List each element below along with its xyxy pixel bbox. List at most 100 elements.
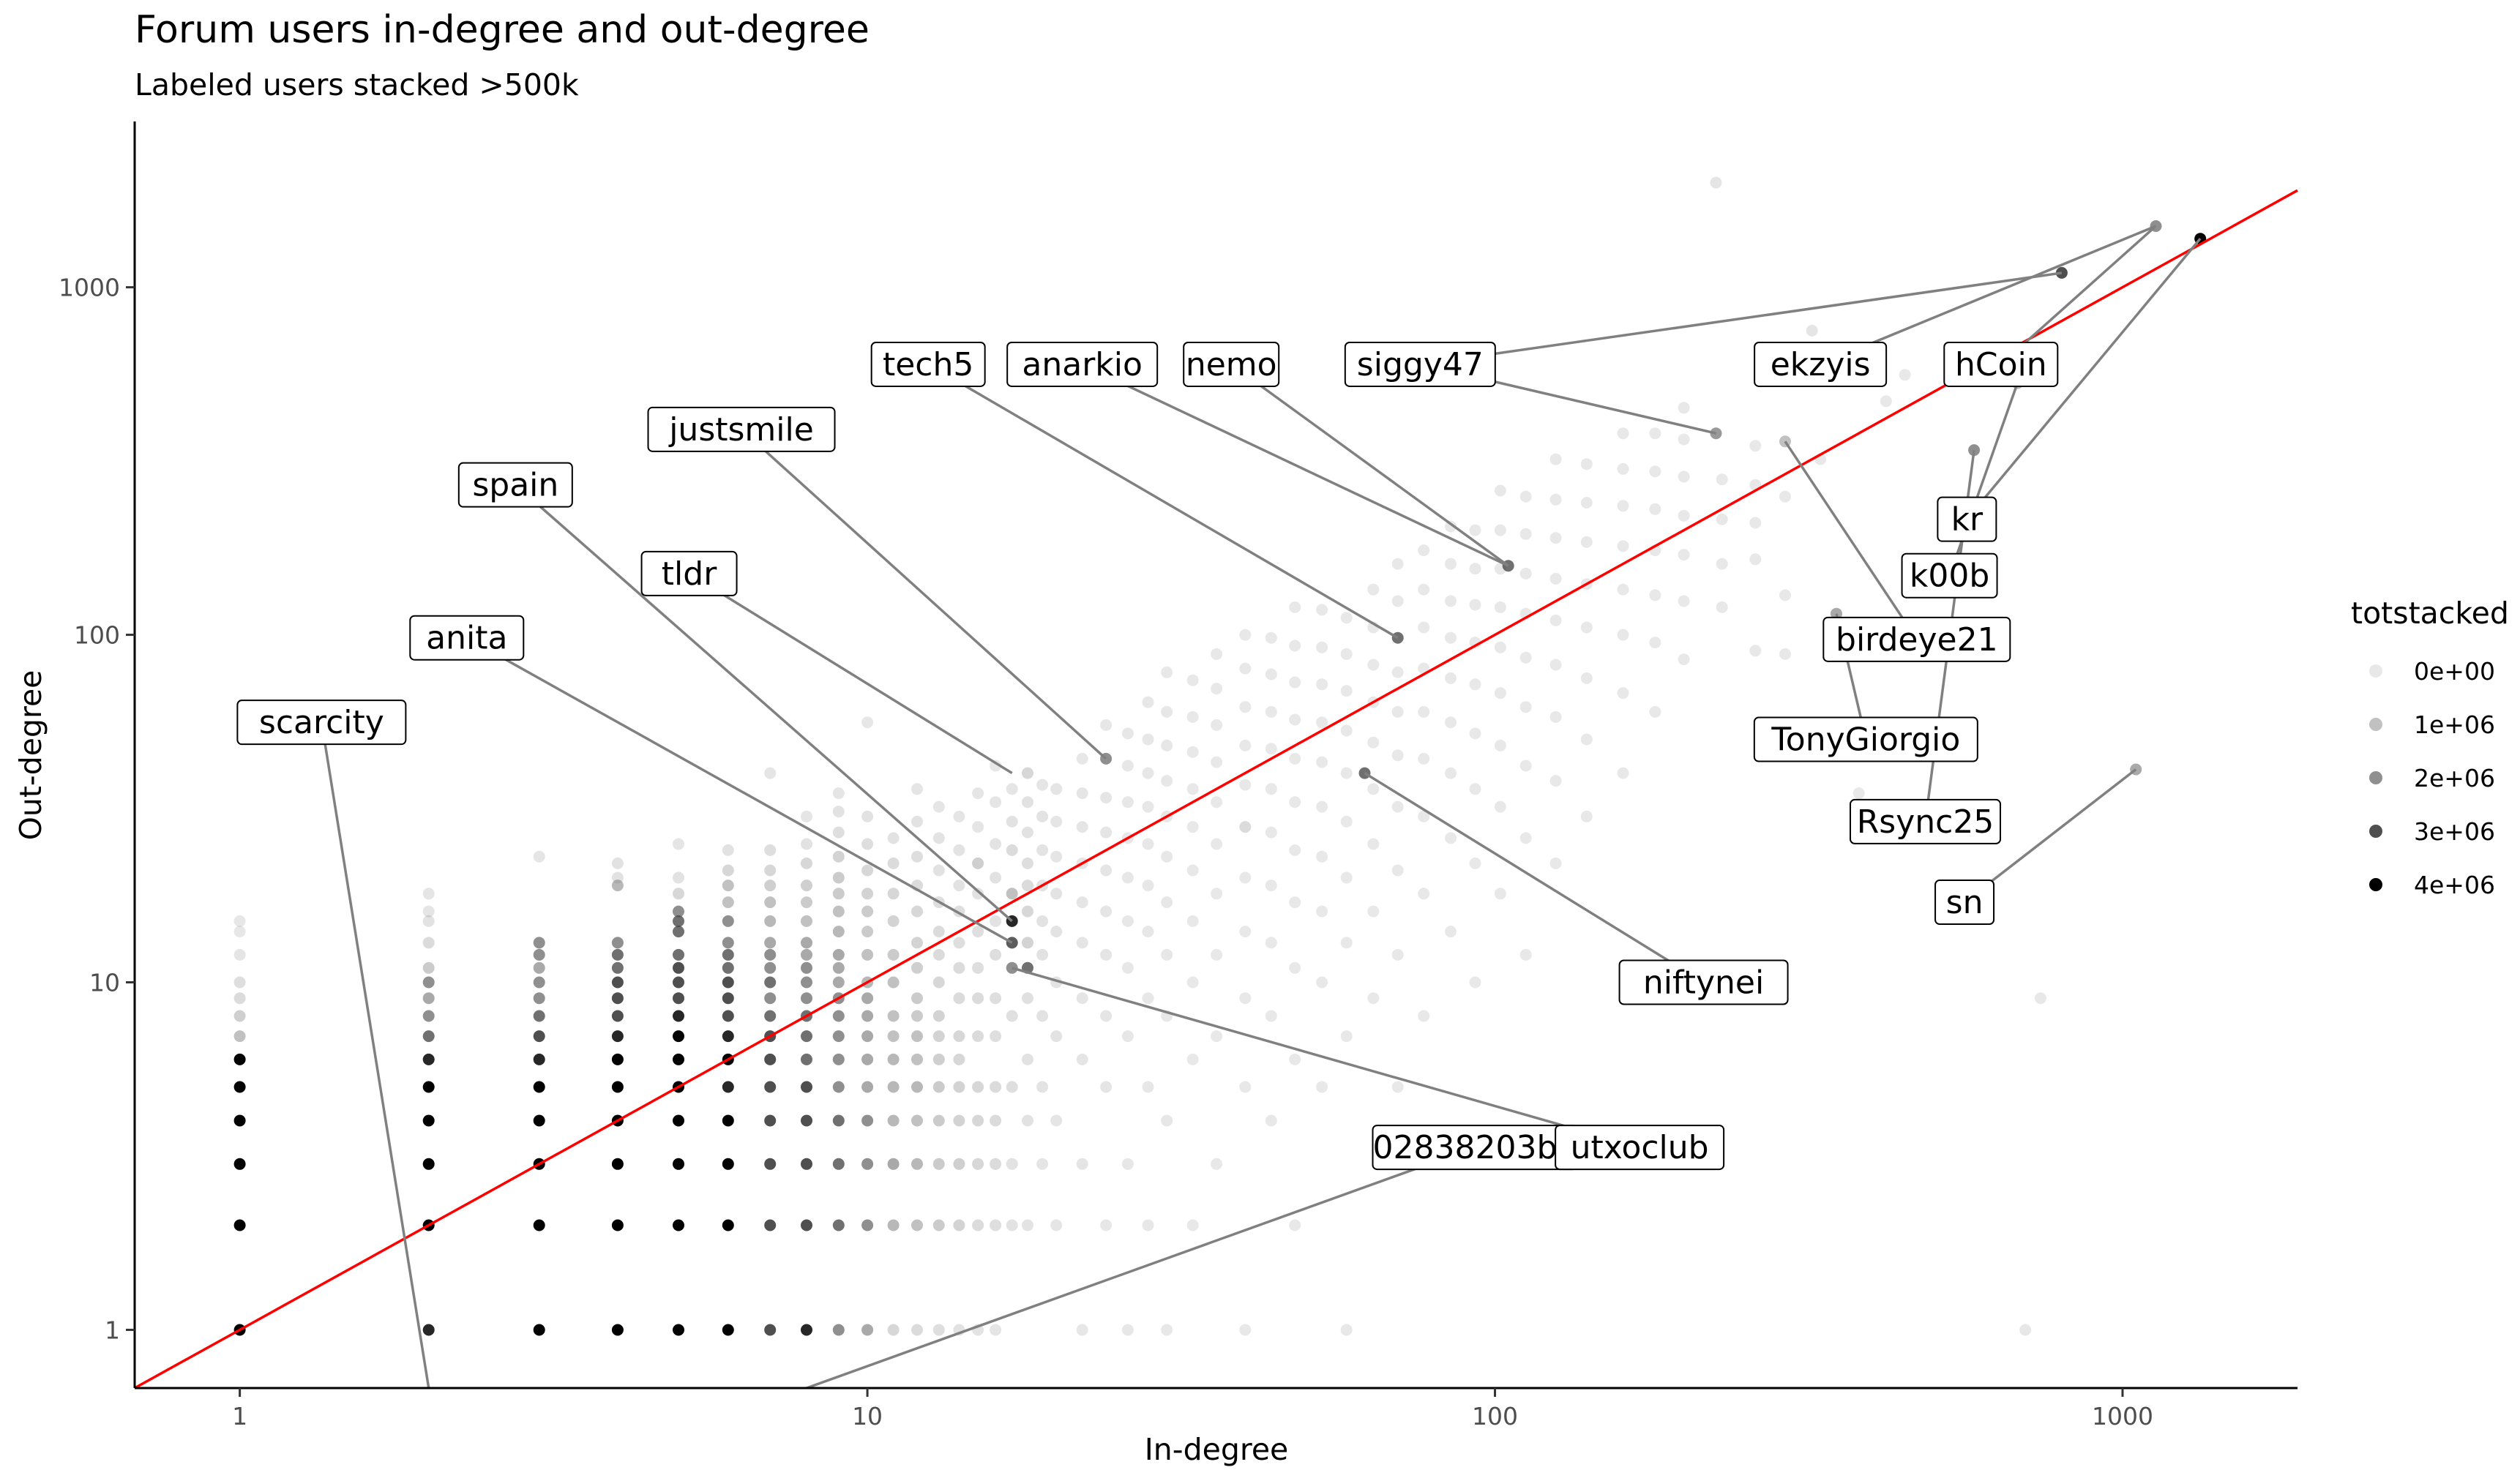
data-point (764, 864, 777, 877)
data-point (887, 1219, 900, 1231)
data-point (801, 915, 812, 927)
point-label: justsmile (647, 406, 836, 452)
label-connector (1081, 363, 1509, 567)
legend-label: 2e+06 (2414, 764, 2495, 792)
data-point (1289, 1053, 1301, 1065)
data-point (832, 961, 845, 974)
data-point (764, 1219, 777, 1231)
data-point (1749, 517, 1762, 529)
legend-key (2369, 718, 2382, 731)
data-point (1549, 775, 1562, 787)
data-point (611, 871, 624, 884)
point-label-box (1183, 341, 1280, 387)
data-point (990, 796, 1002, 809)
reference-line (134, 189, 2298, 1390)
data-point (1121, 760, 1134, 772)
data-point (1469, 857, 1481, 869)
legend-key (2369, 825, 2382, 838)
data-point (722, 976, 734, 989)
data-point (953, 961, 965, 974)
point-label: kr (1937, 496, 1997, 542)
data-point (1445, 595, 1457, 607)
data-point (801, 937, 812, 949)
data-point (1494, 484, 1506, 497)
data-point (1519, 567, 1532, 580)
data-point (1617, 540, 1629, 552)
data-point (1076, 992, 1088, 1005)
data-point (1022, 905, 1033, 918)
data-point (1142, 767, 1154, 779)
data-point (1211, 719, 1223, 731)
data-point (972, 926, 984, 938)
data-point (887, 888, 900, 900)
data-point (1716, 601, 1728, 613)
label-connectors (320, 225, 2202, 1390)
data-point (1340, 685, 1353, 697)
point-label: utxoclub (1555, 1125, 1725, 1171)
data-point (1186, 976, 1199, 989)
data-point (911, 783, 923, 795)
data-point (1100, 792, 1113, 804)
point-label: hCoin (1943, 341, 2059, 387)
data-point (861, 810, 874, 822)
data-point (932, 1324, 945, 1336)
legend-label: 0e+00 (2414, 657, 2495, 686)
data-point (1161, 850, 1173, 863)
data-point (233, 1030, 246, 1043)
data-point (1469, 727, 1481, 740)
data-point (722, 1081, 734, 1093)
data-point (1391, 705, 1404, 718)
data-point (1806, 324, 1818, 337)
data-point (611, 880, 624, 892)
point-label-box (640, 550, 738, 596)
data-point (764, 1324, 777, 1336)
point-label-box (236, 700, 407, 746)
data-point (1749, 440, 1762, 452)
data-point (1289, 601, 1301, 613)
data-point (611, 1053, 624, 1065)
data-point (990, 948, 1002, 961)
data-point (1006, 1010, 1018, 1022)
point-label-box (1901, 552, 1998, 599)
data-point (832, 1053, 845, 1065)
data-point (1142, 1219, 1154, 1231)
data-point (1211, 948, 1223, 961)
data-point (1076, 1324, 1088, 1336)
data-point (764, 767, 777, 779)
data-point (1050, 888, 1063, 900)
data-point (673, 905, 684, 918)
data-point (764, 844, 777, 856)
data-point (1549, 453, 1562, 465)
point-label-text: niftynei (1643, 964, 1764, 1002)
data-point (2034, 992, 2046, 1005)
data-point (932, 948, 945, 961)
data-point (722, 937, 734, 949)
data-point (764, 915, 777, 927)
data-point (953, 1219, 965, 1231)
data-point (1549, 572, 1562, 585)
data-point (832, 926, 845, 938)
data-point (1121, 1030, 1134, 1043)
data-point (1161, 739, 1173, 751)
data-point (1418, 583, 1430, 596)
data-point (1265, 937, 1277, 949)
data-point (801, 1219, 812, 1231)
data-point (911, 992, 923, 1005)
data-point (673, 976, 684, 989)
data-point (673, 1010, 684, 1022)
data-point (1265, 826, 1277, 839)
data-point (1006, 1219, 1018, 1231)
point-label-box (1618, 959, 1789, 1005)
data-point (1022, 992, 1033, 1005)
data-point (1265, 1010, 1277, 1022)
data-point (422, 905, 435, 918)
data-point (887, 1053, 900, 1065)
data-point (422, 915, 435, 927)
data-point (673, 888, 684, 900)
data-point (887, 832, 900, 844)
data-point (911, 1010, 923, 1022)
data-point (972, 992, 984, 1005)
data-point (1289, 676, 1301, 689)
data-point (764, 961, 777, 974)
data-point (1549, 710, 1562, 723)
